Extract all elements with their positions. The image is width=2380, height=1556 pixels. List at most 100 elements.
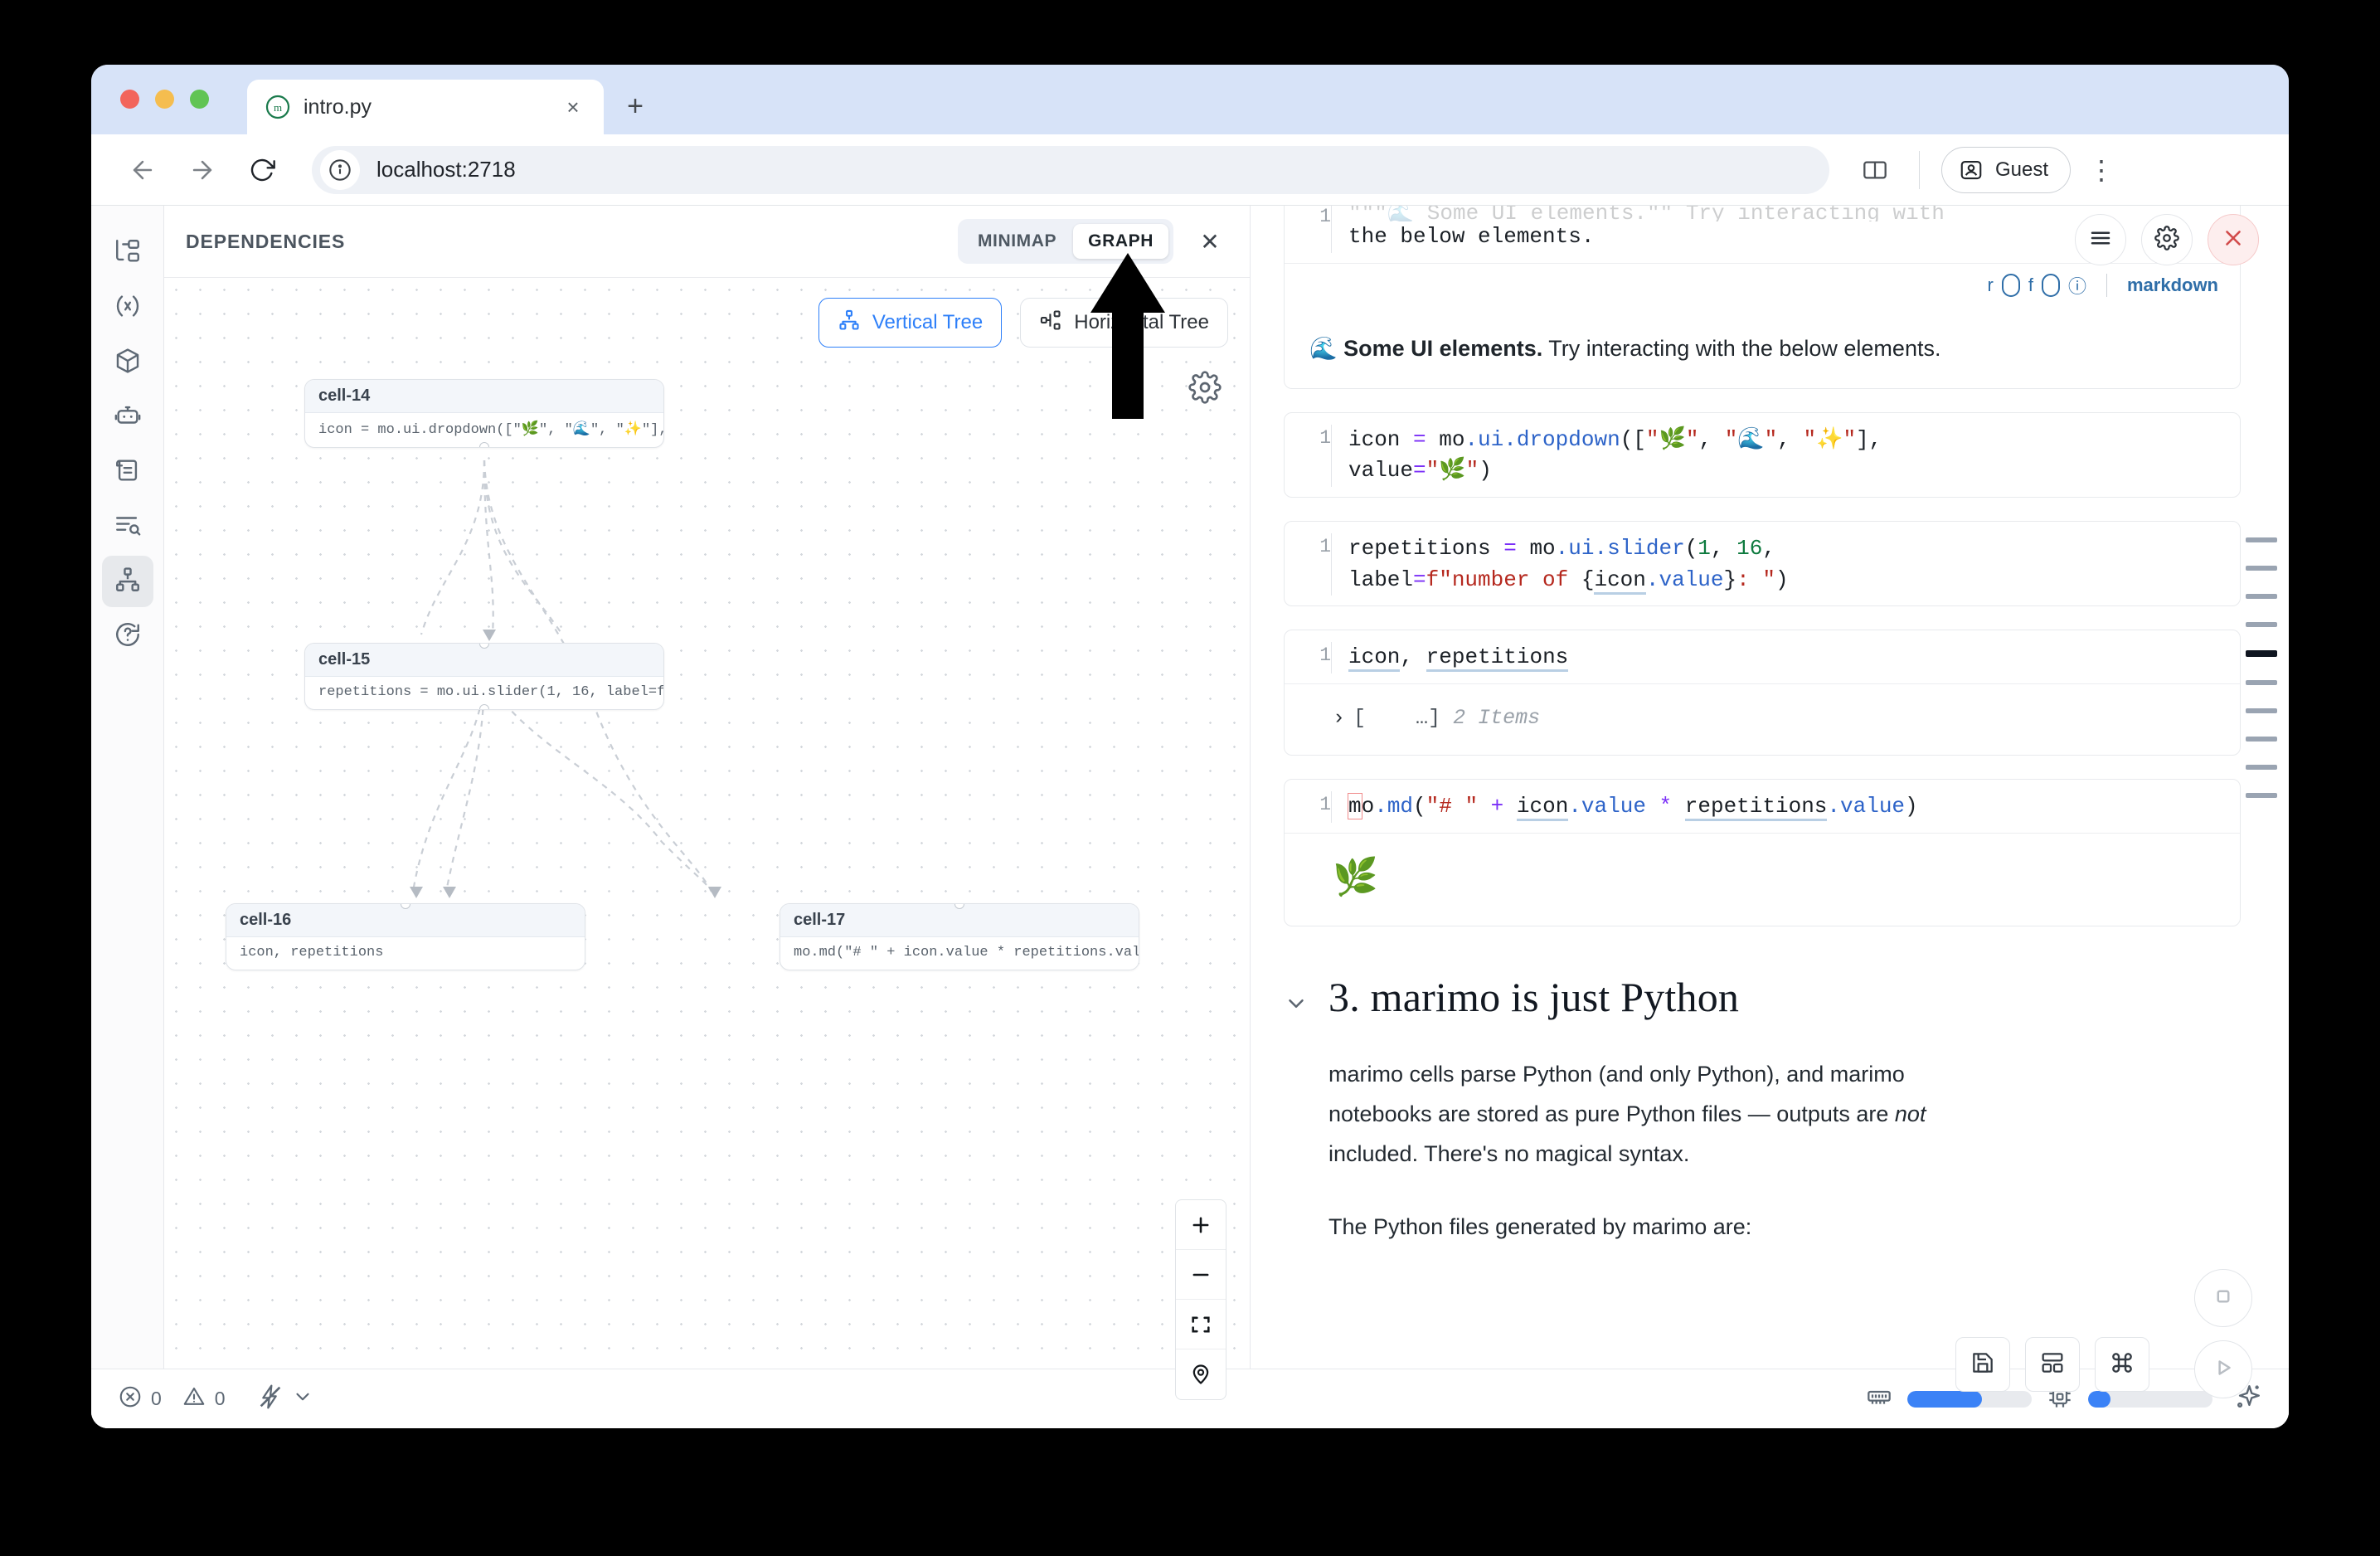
code-text[interactable]: icon, repetitions (1331, 642, 2220, 674)
cell-language-label[interactable]: markdown (2126, 274, 2218, 295)
tab-minimap[interactable]: MINIMAP (977, 231, 1057, 250)
code-cell[interactable]: 1 repetitions = mo.ui.slider(1, 16, label… (1284, 521, 2241, 607)
save-disk-icon (1970, 1349, 1996, 1380)
reload-icon[interactable] (239, 147, 285, 193)
node-code: icon = mo.ui.dropdown(["🌿", "🌊", "✨"], v… (318, 422, 663, 438)
ref-count-badge[interactable] (2001, 273, 2020, 297)
tab-graph[interactable]: GRAPH (1073, 224, 1168, 259)
collapse-section-chevron-icon[interactable] (1284, 973, 1312, 1020)
fit-view-button[interactable] (1176, 1300, 1226, 1349)
dependency-graph-canvas[interactable]: Vertical Tree Horizontal Tree (164, 277, 1250, 1428)
markdown-source-text[interactable]: """🌊 Some UI elements."" Try interacting… (1331, 206, 2220, 253)
notebook-scroll-minimap[interactable] (2246, 537, 2277, 798)
packages-cube-icon (114, 347, 142, 379)
sidebar-item-outline-search[interactable] (102, 501, 153, 552)
def-count-badge[interactable] (2041, 273, 2060, 297)
vertical-tree-label: Vertical Tree (872, 311, 984, 333)
sidebar-item-packages[interactable] (102, 337, 153, 388)
minimize-window-button[interactable] (155, 90, 174, 109)
cpu-meter (2088, 1390, 2212, 1408)
ai-sparkles-icon[interactable] (2234, 1383, 2262, 1415)
back-icon[interactable] (119, 147, 166, 193)
settings-button[interactable] (2141, 214, 2193, 265)
sidebar-item-variables[interactable] (102, 282, 153, 333)
sidebar-item-help[interactable] (102, 610, 153, 662)
minimap-mark[interactable] (2246, 737, 2277, 742)
error-status[interactable]: 0 (118, 1384, 162, 1413)
browser-tab[interactable]: m intro.py × (247, 80, 604, 134)
forward-icon[interactable] (179, 147, 226, 193)
markdown-cell-meta: r f ⓘ markdown (1285, 262, 2240, 310)
minimap-mark[interactable] (2246, 622, 2277, 627)
site-info-icon[interactable] (320, 149, 360, 190)
close-icon[interactable]: × (566, 94, 580, 119)
hamburger-icon (2088, 226, 2113, 255)
paragraph-italic: not (1894, 1101, 1926, 1126)
code-cell[interactable]: 1 icon, repetitions › [ …] 2 Items (1284, 630, 2241, 756)
sidebar-item-dependency-graph[interactable] (101, 556, 153, 607)
browser-window: m intro.py × + localhost:2718 (91, 65, 2289, 1428)
maximize-window-button[interactable] (190, 90, 209, 109)
sidebar-item-file-explorer[interactable] (102, 227, 153, 279)
run-button[interactable] (2194, 1340, 2252, 1398)
minimap-mark[interactable] (2246, 566, 2277, 571)
markdown-bold-text: Some UI elements. (1343, 335, 1543, 361)
sidebar-item-scratchpad[interactable] (102, 446, 153, 498)
horizontal-tree-button[interactable]: Horizontal Tree (1020, 298, 1228, 348)
gear-icon (2154, 225, 2179, 255)
profile-button[interactable]: Guest (1941, 146, 2072, 193)
code-line: 1 icon = mo.ui.dropdown(["🌿", "🌊", "✨"],… (1285, 413, 2240, 497)
close-window-button[interactable] (120, 90, 139, 109)
runtime-mode-button[interactable] (257, 1383, 313, 1414)
layout-button[interactable] (2025, 1337, 2080, 1392)
minimap-mark[interactable] (2246, 793, 2277, 798)
minimap-mark[interactable] (2246, 708, 2277, 713)
graph-settings-button[interactable] (1188, 371, 1222, 404)
warning-status[interactable]: 0 (182, 1384, 226, 1413)
notebook-topbar (2075, 214, 2259, 265)
close-panel-button[interactable]: ✕ (1200, 228, 1220, 255)
chevron-down-icon (292, 1386, 313, 1412)
zoom-in-button[interactable] (1176, 1200, 1226, 1250)
menu-glyph: ⋮ (2088, 154, 2115, 185)
vertical-tree-button[interactable]: Vertical Tree (818, 298, 1003, 348)
minimap-mark[interactable] (2246, 765, 2277, 770)
save-button[interactable] (1955, 1337, 2010, 1392)
line-number: 1 (1319, 426, 1331, 449)
code-cell[interactable]: 1 icon = mo.ui.dropdown(["🌿", "🌊", "✨"],… (1284, 411, 2241, 498)
graph-node[interactable]: cell-14 icon = mo.ui.dropdown(["🌿", "🌊",… (304, 379, 664, 448)
code-text[interactable]: repetitions = mo.ui.slider(1, 16, label=f… (1331, 533, 2220, 596)
minimap-mark[interactable] (2246, 537, 2277, 542)
info-icon[interactable]: ⓘ (2067, 275, 2086, 297)
code-line: 1 """🌊 Some UI elements."" Try interacti… (1285, 206, 2240, 263)
code-text[interactable]: icon = mo.ui.dropdown(["🌿", "🌊", "✨"], va… (1331, 424, 2220, 488)
warning-triangle-icon (182, 1384, 206, 1413)
new-tab-button[interactable]: + (627, 90, 644, 122)
expand-chevron-icon[interactable]: › (1333, 706, 1346, 731)
sidebar-item-ai-chat[interactable] (102, 391, 153, 443)
minimap-mark[interactable] (2246, 594, 2277, 599)
notebook-scroll-area[interactable]: 1 """🌊 Some UI elements."" Try interacti… (1251, 206, 2289, 1428)
herb-emoji: 🌿 (1333, 858, 1378, 901)
close-notebook-button[interactable] (2208, 214, 2259, 265)
paragraph-part-a: marimo cells parse Python (and only Pyth… (1328, 1061, 1905, 1126)
graph-node[interactable]: cell-17 mo.md("# " + icon.value * repeti… (780, 903, 1139, 970)
graph-node[interactable]: cell-15 repetitions = mo.ui.slider(1, 16… (304, 643, 664, 710)
address-bar[interactable]: localhost:2718 (312, 145, 1829, 194)
code-text[interactable]: mo.md("# " + icon.value * repetitions.va… (1331, 791, 2220, 823)
minimap-mark-current[interactable] (2246, 650, 2277, 657)
interrupt-button[interactable] (2194, 1269, 2252, 1327)
zoom-out-button[interactable] (1176, 1250, 1226, 1300)
lock-position-button[interactable] (1176, 1349, 1226, 1399)
code-cell[interactable]: 1 mo.md("# " + icon.value * repetitions.… (1284, 779, 2241, 926)
dependencies-panel: DEPENDENCIES MINIMAP GRAPH ✕ Vertical Tr… (164, 206, 1251, 1428)
command-palette-button[interactable] (2095, 1337, 2149, 1392)
minimap-mark[interactable] (2246, 680, 2277, 685)
reading-list-icon[interactable] (1853, 148, 1897, 192)
browser-menu-icon[interactable]: ⋮ (2079, 148, 2124, 192)
menu-button[interactable] (2075, 214, 2126, 265)
graph-node[interactable]: cell-16 icon, repetitions (226, 903, 585, 970)
stop-square-icon (2211, 1284, 2236, 1313)
line-number: 1 (1319, 794, 1331, 816)
